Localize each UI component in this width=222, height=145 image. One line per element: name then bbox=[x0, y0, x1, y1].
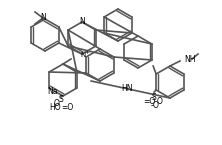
Text: =O: =O bbox=[61, 104, 73, 113]
Text: +: + bbox=[84, 49, 90, 55]
Text: Na: Na bbox=[47, 87, 57, 97]
Text: O: O bbox=[54, 99, 60, 108]
Text: HN: HN bbox=[121, 84, 132, 93]
Text: N: N bbox=[79, 17, 85, 26]
Text: NH: NH bbox=[184, 55, 196, 64]
Text: S: S bbox=[152, 93, 157, 102]
Text: N: N bbox=[80, 52, 86, 58]
Text: N: N bbox=[40, 13, 46, 22]
Text: O: O bbox=[156, 97, 162, 106]
Text: -O: -O bbox=[151, 100, 160, 109]
Text: S: S bbox=[59, 96, 63, 105]
Text: =O: =O bbox=[143, 97, 155, 106]
Text: HO: HO bbox=[49, 104, 61, 113]
